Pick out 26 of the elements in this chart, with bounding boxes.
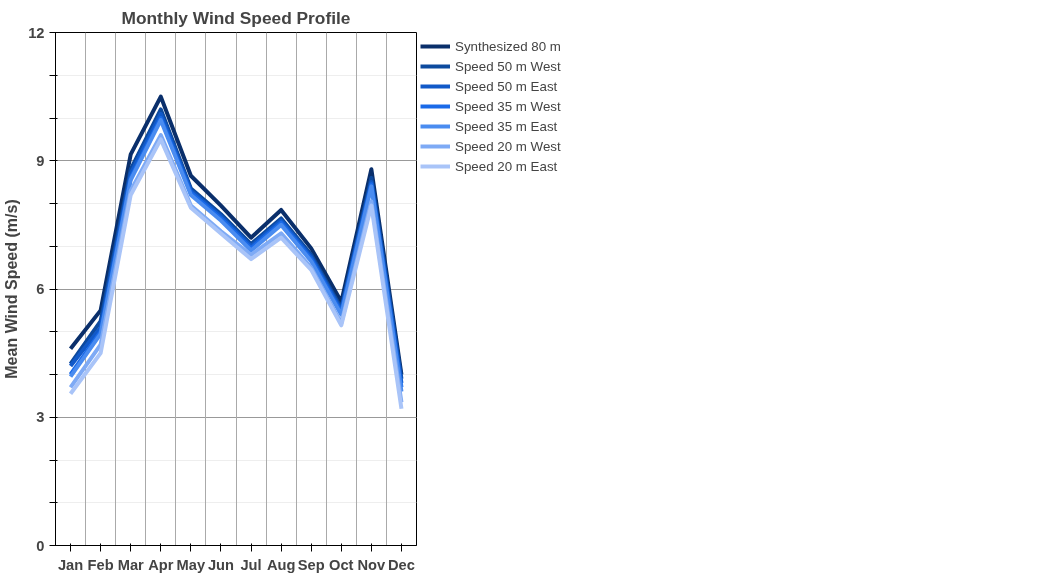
x-tick-label: Jun xyxy=(207,556,235,573)
y-tick-label: 0 xyxy=(36,537,45,554)
x-tick-label: Mar xyxy=(117,556,145,573)
legend-label: Synthesized 80 m xyxy=(455,38,561,54)
y-tick-label: 12 xyxy=(28,24,45,41)
y-tick-label: 3 xyxy=(36,409,45,426)
x-tick-label: Apr xyxy=(148,556,174,573)
x-tick-label: Jul xyxy=(240,556,262,573)
x-tick-label: Sep xyxy=(297,556,325,573)
x-tick-label: Dec xyxy=(388,556,415,573)
legend-label: Speed 35 m West xyxy=(455,98,561,114)
legend-label: Speed 35 m East xyxy=(455,118,558,134)
x-tick-label: Jan xyxy=(57,556,84,573)
y-tick-label: 6 xyxy=(36,281,45,297)
y-axis-title: Mean Wind Speed (m/s) xyxy=(3,199,21,379)
legend-label: Speed 50 m East xyxy=(455,78,558,94)
chart-title: Monthly Wind Speed Profile xyxy=(121,7,351,28)
legend-label: Speed 20 m East xyxy=(455,158,558,174)
x-tick-label: Aug xyxy=(266,556,296,573)
y-tick-label: 9 xyxy=(36,152,45,169)
legend-label: Speed 50 m West xyxy=(455,58,561,74)
legend-label: Speed 20 m West xyxy=(455,138,561,154)
x-tick-label: May xyxy=(176,556,206,573)
x-tick-label: Oct xyxy=(329,556,354,573)
x-tick-label: Feb xyxy=(87,556,114,573)
x-tick-label: Nov xyxy=(357,556,387,573)
